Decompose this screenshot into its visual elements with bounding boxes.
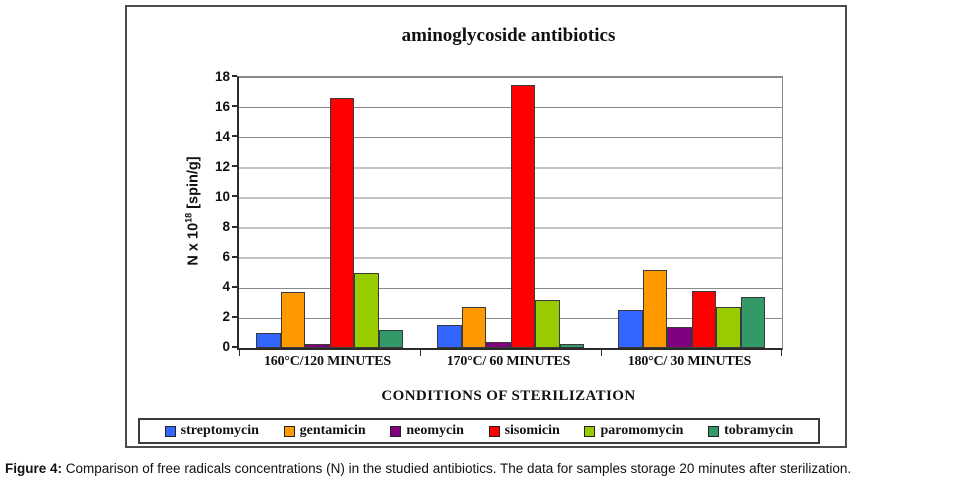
legend-swatch-neomycin bbox=[390, 425, 402, 437]
bar-neomycin bbox=[667, 326, 692, 348]
bar-gentamicin bbox=[461, 307, 486, 348]
bar-paromomycin bbox=[354, 272, 379, 348]
bar-sisomicin bbox=[510, 84, 535, 348]
bar-tobramycin bbox=[559, 343, 584, 348]
legend-item-gentamicin: gentamicin bbox=[283, 423, 366, 439]
legend-item-sisomicin: sisomicin bbox=[488, 423, 560, 439]
bar-streptomycin bbox=[437, 325, 462, 348]
chart-figure: aminoglycoside antibiotics N x 1018 [spi… bbox=[125, 5, 847, 448]
bar-neomycin bbox=[486, 342, 511, 348]
x-axis-title: CONDITIONS OF STERILIZATION bbox=[381, 388, 636, 404]
plot-area bbox=[237, 76, 783, 356]
legend-label: paromomycin bbox=[600, 423, 684, 438]
y-axis-tick: 12 bbox=[193, 158, 237, 174]
x-axis-label-180c: 180°C/ 30 MINUTES bbox=[627, 354, 752, 369]
legend-label: tobramycin bbox=[724, 423, 794, 438]
figure-caption: Figure 4: Comparison of free radicals co… bbox=[5, 461, 971, 476]
legend-swatch-paromomycin bbox=[584, 425, 596, 437]
bar-tobramycin bbox=[378, 329, 403, 348]
y-axis-tick: 8 bbox=[193, 219, 237, 235]
x-axis-tick bbox=[420, 350, 421, 356]
bar-gentamicin bbox=[280, 292, 305, 348]
legend-item-streptomycin: streptomycin bbox=[164, 423, 259, 439]
legend-label: gentamicin bbox=[299, 423, 366, 438]
legend-label: sisomicin bbox=[504, 423, 560, 438]
x-axis-tick bbox=[781, 350, 782, 356]
legend-swatch-gentamicin bbox=[283, 425, 295, 437]
legend-swatch-streptomycin bbox=[164, 425, 176, 437]
bar-neomycin bbox=[305, 344, 330, 348]
bar-sisomicin bbox=[329, 98, 354, 348]
y-axis-tick: 18 bbox=[193, 68, 237, 84]
y-axis-tick: 4 bbox=[193, 279, 237, 295]
legend-item-paromomycin: paromomycin bbox=[584, 423, 683, 439]
y-axis-tick: 10 bbox=[193, 188, 237, 204]
y-axis-title-exponent: 18 bbox=[183, 212, 194, 223]
legend: streptomycin gentamicin neomycin sisomic… bbox=[138, 418, 820, 444]
chart-title: aminoglycoside antibiotics bbox=[401, 25, 616, 46]
y-axis-tick: 2 bbox=[193, 309, 237, 325]
bar-paromomycin bbox=[716, 307, 741, 348]
y-axis-tick: 16 bbox=[193, 98, 237, 114]
x-axis-label-170c: 170°C/ 60 MINUTES bbox=[446, 354, 571, 369]
bar-streptomycin bbox=[256, 332, 281, 348]
figure-caption-text: Comparison of free radicals concentratio… bbox=[62, 461, 852, 476]
legend-swatch-sisomicin bbox=[488, 425, 500, 437]
bar-streptomycin bbox=[618, 310, 643, 348]
y-axis-ticks: 18 16 14 12 10 8 6 4 2 0 bbox=[193, 68, 237, 355]
legend-swatch-tobramycin bbox=[708, 425, 720, 437]
legend-label: streptomycin bbox=[180, 423, 259, 438]
bar-gentamicin bbox=[642, 269, 667, 348]
bar-sisomicin bbox=[691, 290, 716, 348]
x-axis-labels: 160°C/120 MINUTES 170°C/ 60 MINUTES 180°… bbox=[237, 354, 780, 370]
x-axis-tick bbox=[239, 350, 240, 356]
x-axis-tick bbox=[601, 350, 602, 356]
bar-tobramycin bbox=[740, 296, 765, 348]
x-axis-label-160c: 160°C/120 MINUTES bbox=[263, 354, 392, 369]
figure-caption-label: Figure 4: bbox=[5, 461, 63, 476]
y-axis-tick: 14 bbox=[193, 128, 237, 144]
legend-item-tobramycin: tobramycin bbox=[708, 423, 793, 439]
y-axis-tick: 0 bbox=[193, 339, 237, 355]
legend-label: neomycin bbox=[406, 423, 464, 438]
y-axis-tick: 6 bbox=[193, 249, 237, 265]
legend-item-neomycin: neomycin bbox=[390, 423, 464, 439]
bar-paromomycin bbox=[535, 299, 560, 348]
